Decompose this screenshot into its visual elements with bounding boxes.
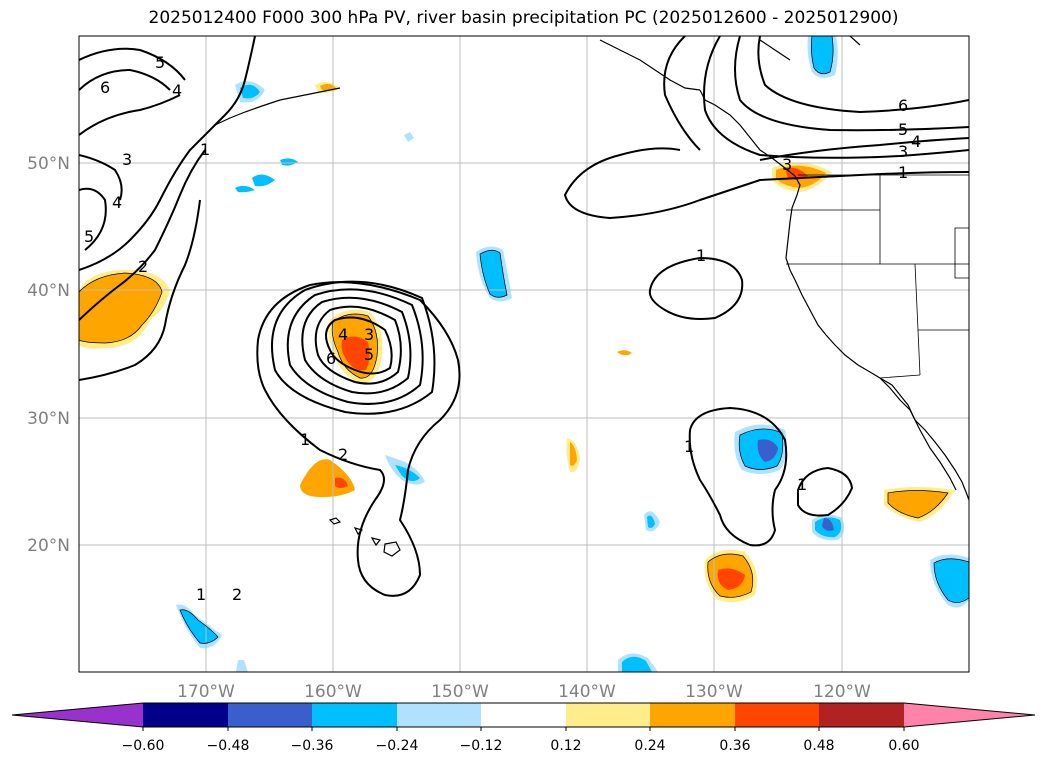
contour-label: 5 <box>84 227 94 246</box>
colorbar-segment <box>566 703 651 727</box>
colorbar-segments <box>11 702 1036 728</box>
contour-label: 1 <box>196 585 206 604</box>
contour-label: 3 <box>364 325 374 344</box>
contour-label: 3 <box>898 142 908 161</box>
colorbar-tick-label: −0.48 <box>207 738 250 754</box>
colorbar-tick-label: 0.12 <box>550 738 581 754</box>
contour-label: 4 <box>172 81 182 100</box>
lon-label-130w: 130°W <box>685 682 743 702</box>
contour-label: 1 <box>684 437 694 456</box>
contour-label: 1 <box>797 475 807 494</box>
lat-labels: 20°N 30°N 40°N 50°N <box>27 154 70 556</box>
map-border <box>78 35 970 673</box>
contour-label: 6 <box>898 96 908 115</box>
lat-label-40n: 40°N <box>27 281 70 301</box>
contour-label: 3 <box>782 155 792 174</box>
lat-label-20n: 20°N <box>27 536 70 556</box>
colorbar-tick-label: 0.48 <box>803 738 834 754</box>
colorbar-segment <box>735 703 820 727</box>
colorbar-segment <box>397 703 482 727</box>
colorbar-tick-label: 0.60 <box>888 738 919 754</box>
coastlines <box>214 36 969 557</box>
colorbar-segment <box>481 703 567 727</box>
contour-label: 1 <box>898 163 908 182</box>
colorbar-tick-label: −0.24 <box>376 738 419 754</box>
lon-label-170w: 170°W <box>177 682 235 702</box>
lat-label-50n: 50°N <box>27 154 70 174</box>
contour-label: 3 <box>122 150 132 169</box>
graticule <box>79 36 969 672</box>
contour-label: 4 <box>112 193 122 212</box>
contour-label: 4 <box>911 132 921 151</box>
state-borders <box>786 174 969 379</box>
colorbar-segment <box>143 703 229 727</box>
map-frame-bg <box>79 36 969 672</box>
contour-label: 6 <box>326 349 336 368</box>
plot-title: 2025012400 F000 300 hPa PV, river basin … <box>148 8 899 28</box>
contour-label: 5 <box>364 345 374 364</box>
lon-label-140w: 140°W <box>558 682 616 702</box>
colorbar-segment <box>312 703 398 727</box>
contour-label: 5 <box>155 53 165 72</box>
colorbar-tick-label: −0.36 <box>291 738 334 754</box>
contour-label: 1 <box>696 246 706 265</box>
colorbar-segment <box>228 703 313 727</box>
colorbar-ticks <box>142 727 905 731</box>
lon-labels: 170°W 160°W 150°W 140°W 130°W 120°W <box>177 682 871 702</box>
contour-label: 2 <box>232 585 242 604</box>
lon-label-150w: 150°W <box>431 682 489 702</box>
lon-label-120w: 120°W <box>813 682 871 702</box>
colorbar-tick-label: −0.12 <box>460 738 503 754</box>
pv-contours <box>79 36 969 597</box>
contour-label: 2 <box>338 445 348 464</box>
colorbar-tick-label: 0.36 <box>719 738 750 754</box>
colorbar-segment <box>819 703 905 727</box>
colorbar-segment <box>650 703 736 727</box>
contour-label: 2 <box>138 257 148 276</box>
shading-outlines <box>79 36 969 644</box>
colorbar-tick-label: −0.60 <box>122 738 165 754</box>
contour-label: 1 <box>200 140 210 159</box>
contour-label: 6 <box>100 78 110 97</box>
colorbar-tick-label: 0.24 <box>634 738 665 754</box>
colorbar-extend-high <box>904 703 1035 727</box>
contour-label: 1 <box>300 430 310 449</box>
lat-label-30n: 30°N <box>27 409 70 429</box>
contour-label: 5 <box>898 120 908 139</box>
colorbar: −0.60 −0.48 −0.36 −0.24 −0.12 0.12 0.24 … <box>11 702 1036 754</box>
lon-label-160w: 160°W <box>304 682 362 702</box>
contour-labels: 1 2 3 4 5 6 5 4 3 1 6 5 4 3 1 1 1 1 2 4 … <box>84 53 921 604</box>
contour-label: 4 <box>338 325 348 344</box>
colorbar-extend-low <box>12 703 143 727</box>
